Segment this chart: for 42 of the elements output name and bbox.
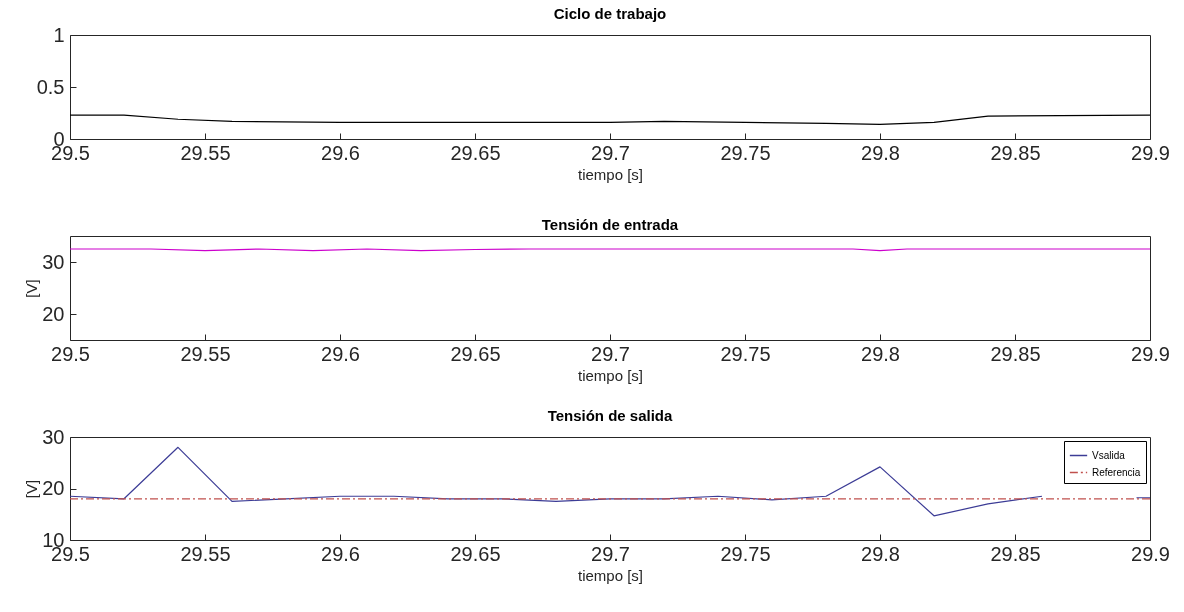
chart-title: Tensión de entrada [541, 216, 679, 233]
x-tick-label: 29.65 [450, 141, 501, 164]
y-tick-label: 30 [42, 425, 65, 448]
x-tick-label: 29.85 [990, 342, 1041, 365]
x-tick-label: 29.55 [180, 342, 231, 365]
x-axis-title: tiempo [s] [577, 566, 644, 584]
x-tick-label: 29.5 [51, 342, 90, 365]
x-tick-label: 29.7 [591, 141, 630, 164]
x-tick-label: 29.9 [1131, 141, 1170, 164]
x-tick-label: 29.75 [720, 141, 771, 164]
x-tick-label: 29.8 [861, 141, 900, 164]
chart-title: Tensión de salida [547, 407, 674, 424]
x-axis-title: tiempo [s] [577, 366, 644, 384]
x-tick-label: 29.85 [990, 141, 1041, 164]
line-series [70, 114, 1150, 126]
x-tick-label: 29.9 [1131, 342, 1170, 365]
y-tick-label: 20 [42, 477, 65, 499]
y-tick-label: 1 [53, 23, 65, 46]
x-tick-label: 29.7 [591, 342, 630, 365]
y-tick-label: 30 [42, 250, 65, 273]
x-tick-label: 29.6 [321, 542, 360, 565]
x-tick-label: 29.6 [321, 342, 360, 365]
x-tick-label: 29.55 [180, 542, 231, 565]
y-axis-title: [V] [23, 479, 41, 499]
y-axis-title: [V] [23, 279, 41, 298]
x-tick-label: 29.7 [591, 542, 630, 565]
x-tick-label: 29.65 [450, 542, 501, 565]
x-tick-label: 29.9 [1131, 542, 1170, 565]
legend-label: Referencia [1092, 466, 1141, 478]
x-tick-label: 29.75 [720, 342, 771, 365]
x-tick-label: 29.8 [861, 542, 900, 565]
x-axis-title: tiempo [s] [577, 165, 644, 183]
x-tick-label: 29.6 [321, 141, 360, 164]
x-tick-label: 29.85 [990, 542, 1041, 565]
x-tick-label: 29.8 [861, 342, 900, 365]
y-tick-label: 20 [42, 302, 65, 325]
legend-label: Vsalida [1092, 449, 1126, 461]
chart-title: Ciclo de trabajo [553, 5, 667, 22]
x-tick-label: 29.75 [720, 542, 771, 565]
x-tick-label: 29.65 [450, 342, 501, 365]
x-tick-label: 29.55 [180, 141, 231, 164]
y-tick-label: 0.5 [36, 75, 65, 98]
